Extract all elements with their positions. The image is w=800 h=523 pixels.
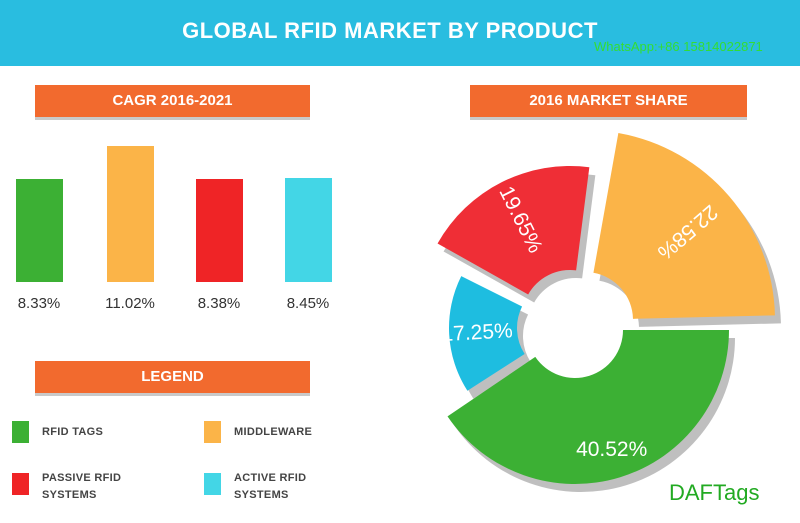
donut-slice-active-rfid (448, 276, 525, 391)
legend-swatch-active-rfid (204, 473, 221, 495)
legend-swatch-rfid-tags (12, 421, 29, 443)
legend-swatch-passive-rfid (12, 473, 29, 495)
legend-item-middleware: MIDDLEWARE (234, 426, 313, 438)
donut-hole (529, 284, 621, 376)
donut-label-active-rfid: 17.25% (441, 319, 513, 346)
legend-swatch-middleware (204, 421, 221, 443)
legend-title: LEGEND (35, 361, 310, 393)
bar-value-label-middleware: 11.02% (105, 295, 155, 312)
bar-rfid-tags (15, 179, 63, 282)
page-title: GLOBAL RFID MARKET BY PRODUCT (182, 18, 598, 43)
whatsapp-watermark: WhatsApp:+86 15814022871 (594, 39, 763, 54)
market-share-title: 2016 MARKET SHARE (470, 85, 747, 117)
donut-slice-middleware (593, 132, 775, 319)
cagr-title: CAGR 2016-2021 (35, 85, 310, 117)
legend-item-passive-rfid: PASSIVE RFID SYSTEMS (42, 472, 122, 501)
bar-value-label-active-rfid: 8.45% (286, 295, 330, 312)
donut-slice-passive-rfid (437, 166, 590, 295)
legend-item-active-rfid: ACTIVE RFID SYSTEMS (234, 472, 307, 501)
donut-slice-rfid-tags (447, 330, 729, 484)
donut-label-rfid-tags: 40.52% (576, 438, 647, 461)
bar-middleware (106, 146, 154, 282)
bar-value-label-passive-rfid: 8.38% (197, 295, 241, 312)
daftags-brand: DAFTags (669, 480, 760, 505)
header-banner: GLOBAL RFID MARKET BY PRODUCT (0, 0, 800, 66)
bar-passive-rfid (195, 178, 243, 282)
legend-item-rfid-tags: RFID TAGS (42, 426, 104, 438)
bar-active-rfid (284, 177, 332, 282)
bar-value-label-rfid-tags: 8.33% (17, 295, 61, 312)
